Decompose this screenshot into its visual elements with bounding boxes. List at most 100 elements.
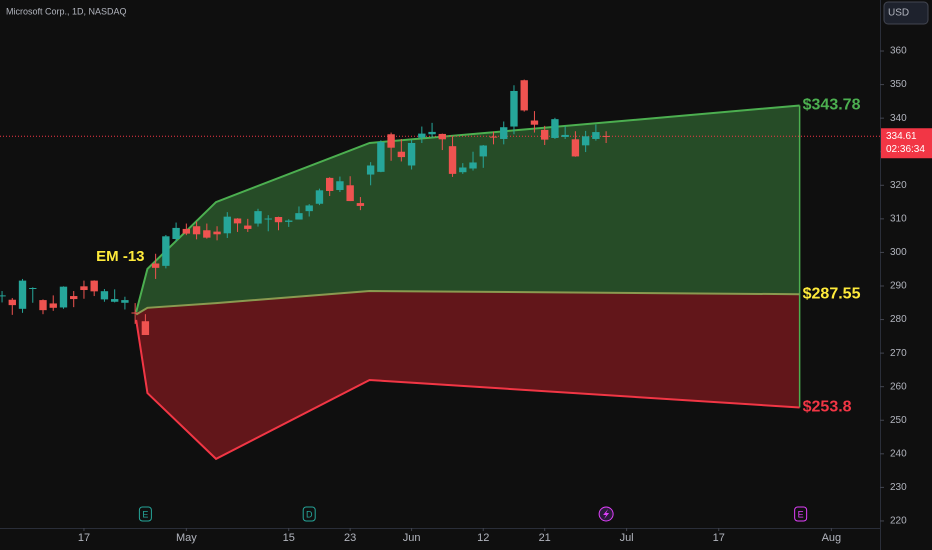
y-tick-label: 360 [890, 46, 907, 57]
event-label: E [798, 509, 804, 519]
x-tick-label: Aug [822, 532, 842, 544]
candle-body [356, 203, 365, 206]
candle-body [510, 90, 518, 127]
band-fill-upper [136, 105, 800, 315]
y-tick-label: 280 [890, 314, 907, 325]
x-tick-label: 17 [713, 532, 725, 544]
candle-body [182, 228, 191, 234]
event-label: E [142, 509, 148, 519]
candle-body [254, 211, 262, 224]
candle-body [39, 300, 47, 311]
y-tick-label: 260 [890, 381, 907, 392]
candle-body [100, 291, 109, 300]
candle-body [397, 151, 406, 158]
candle-body [233, 218, 242, 224]
y-tick-label: 320 [890, 180, 907, 191]
candle-body [274, 217, 283, 223]
candle-body [305, 205, 313, 212]
band-lower-line [135, 319, 800, 461]
event-label: D [306, 509, 313, 519]
candle-body [8, 299, 16, 306]
event-bolt [603, 509, 610, 519]
candle-body [162, 236, 170, 266]
y-tick-label: 310 [890, 213, 907, 224]
candle-body [315, 190, 324, 204]
y-tick-label: 230 [890, 482, 907, 493]
candle-body [366, 165, 375, 175]
candle-body [172, 227, 180, 239]
candle-body [418, 133, 426, 138]
last-price-label: 334.61 [886, 131, 917, 142]
last-price-tag [881, 128, 932, 159]
y-tick-label: 220 [890, 516, 907, 527]
candle-body [602, 135, 610, 137]
x-tick-label: Jun [403, 532, 421, 544]
band-upper-line [135, 104, 800, 313]
candle-body [407, 142, 416, 166]
candle-body [18, 280, 27, 309]
candle-body [336, 181, 344, 190]
y-tick-label: 240 [890, 448, 907, 459]
candle-body [29, 288, 37, 289]
candle-body [438, 133, 446, 140]
x-tick-label: 21 [539, 532, 551, 544]
x-tick-label: Jul [620, 532, 634, 544]
candle-body [0, 295, 6, 297]
candle-body [428, 131, 436, 135]
candle-body [551, 119, 559, 138]
candle-body [90, 280, 98, 292]
candle-body [469, 162, 477, 169]
candle-body [530, 120, 539, 125]
candle-body [561, 134, 569, 137]
em-label: EM -13 [96, 248, 144, 265]
x-tick-label: 12 [477, 532, 489, 544]
candle-body [500, 127, 508, 139]
y-tick-label: 270 [890, 348, 907, 359]
candle-body [223, 216, 231, 234]
candle-body [520, 80, 528, 111]
symbol-title: Microsoft Corp., 1D, NASDAQ [6, 6, 127, 16]
y-tick-label: 340 [890, 113, 907, 124]
band-fill-lower [136, 291, 800, 459]
currency-label: USD [888, 8, 909, 19]
candle-body [131, 312, 139, 314]
event-icon [794, 506, 808, 522]
y-tick-label: 250 [890, 415, 907, 426]
candle-body [581, 136, 590, 146]
candle-body [325, 177, 334, 191]
candle-body [80, 286, 88, 291]
candle-body [203, 230, 211, 238]
candle-body [110, 299, 119, 302]
candle-body [448, 146, 457, 174]
candle-body [285, 220, 293, 222]
candle-body [151, 263, 160, 268]
x-tick-label: 23 [344, 532, 356, 544]
candle-body [459, 167, 467, 173]
candle-body [192, 226, 201, 235]
candle-body [479, 145, 487, 157]
candle-body [541, 129, 549, 140]
candle-body [213, 231, 221, 235]
candle-body [346, 185, 354, 202]
y-tick-label: 290 [890, 281, 907, 292]
candle-body [377, 141, 385, 172]
candle-body [295, 213, 303, 220]
em-end-label: $343.78 [803, 97, 861, 114]
candle-body [49, 303, 57, 308]
candle-body [489, 136, 498, 138]
candle-body [571, 139, 580, 157]
x-tick-label: May [176, 532, 197, 544]
candle-body [141, 321, 150, 335]
candle-body [70, 296, 78, 300]
currency-button[interactable] [883, 1, 929, 25]
candle-body [121, 300, 129, 303]
candle-body [592, 132, 600, 139]
candle-body [244, 225, 252, 229]
x-tick-label: 17 [78, 532, 90, 544]
countdown-label: 02:36:34 [886, 144, 925, 155]
event-icon [138, 506, 152, 522]
candle-body [387, 134, 395, 148]
candle-body [59, 286, 68, 308]
event-icon [302, 506, 316, 522]
x-tick-label: 15 [283, 532, 295, 544]
